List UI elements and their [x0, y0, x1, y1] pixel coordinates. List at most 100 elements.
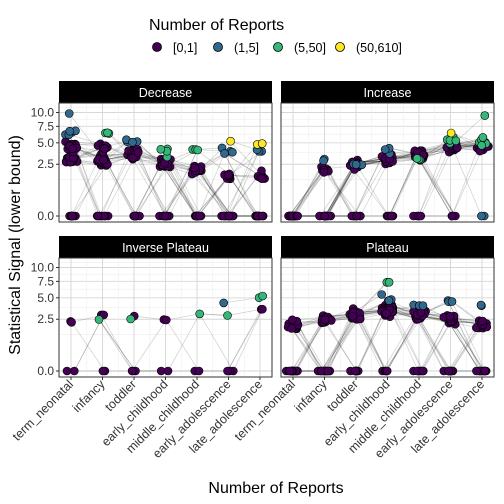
trajectory-line — [448, 327, 480, 372]
data-point — [100, 144, 109, 153]
trajectory-line — [73, 314, 105, 372]
trajectory-line — [356, 309, 385, 372]
data-point — [445, 311, 455, 321]
trajectory-line — [419, 152, 456, 217]
trajectory-line — [130, 156, 167, 217]
data-point — [446, 128, 456, 138]
panel-border — [280, 102, 495, 223]
trajectory-line — [297, 324, 327, 372]
trajectory-line — [230, 151, 260, 217]
legend-key — [273, 42, 283, 52]
data-point — [163, 366, 173, 376]
trajectory-line — [224, 153, 257, 217]
trajectory-line — [170, 159, 197, 217]
data-point — [451, 136, 461, 146]
data-point — [162, 315, 171, 325]
y-axis-title: Statistical Signal (lower bound) — [7, 135, 24, 355]
y-tick-label: 0.0 — [37, 209, 54, 223]
legend-label: (50,610] — [356, 41, 402, 55]
trajectory-line — [229, 178, 261, 217]
trajectory-line — [357, 282, 388, 314]
trajectory-line — [386, 313, 420, 372]
data-point — [348, 311, 358, 321]
trajectory-line — [323, 169, 361, 217]
trajectory-line — [320, 316, 356, 372]
trajectory-line — [131, 319, 167, 372]
data-point — [93, 211, 103, 221]
data-point — [64, 109, 74, 118]
data-point — [195, 309, 204, 319]
trajectory-line — [388, 152, 421, 217]
trajectory-line — [200, 166, 227, 217]
data-point — [127, 366, 137, 376]
trajectory-line — [292, 170, 325, 217]
data-points — [281, 277, 492, 376]
trajectory-line — [71, 322, 106, 372]
facet-strip — [59, 81, 272, 103]
trajectory-line — [98, 319, 136, 372]
data-point — [98, 366, 108, 376]
trajectory-line — [291, 328, 326, 372]
data-point — [220, 149, 229, 158]
trajectory-line — [167, 313, 201, 372]
trajectory-line — [159, 172, 196, 217]
trajectory-line — [198, 178, 228, 217]
trajectory-line — [196, 168, 230, 217]
trajectory-line — [418, 139, 448, 217]
data-point — [412, 154, 422, 163]
data-point — [319, 168, 329, 177]
trajectory-line — [296, 321, 322, 372]
trajectory-line — [448, 322, 481, 372]
trajectory-line — [194, 175, 230, 217]
data-point — [472, 366, 481, 376]
facet-title: Increase — [364, 86, 412, 100]
trajectory-line — [451, 301, 486, 372]
trajectory-line — [450, 320, 480, 372]
data-point — [70, 366, 79, 376]
trajectory-line — [349, 165, 389, 217]
data-point — [94, 315, 104, 324]
trajectory-line — [324, 164, 357, 217]
data-point — [478, 133, 488, 142]
data-point — [416, 211, 426, 221]
trajectory-line — [165, 319, 200, 372]
trajectory-line — [385, 314, 424, 372]
trajectory-line — [322, 319, 358, 372]
trajectory-line — [98, 319, 133, 372]
trajectory-line — [104, 159, 138, 217]
trajectory-line — [194, 175, 230, 217]
data-point — [190, 163, 200, 173]
data-point — [67, 211, 77, 221]
trajectory-line — [75, 144, 100, 217]
data-point — [418, 366, 428, 376]
trajectory-line — [199, 313, 234, 372]
trajectory-line — [232, 309, 263, 372]
trajectory-line — [295, 319, 326, 372]
data-point — [62, 366, 72, 376]
trajectory-line — [325, 316, 354, 372]
trajectory-line — [229, 175, 257, 217]
data-point — [195, 211, 204, 221]
y-tick-label: 10.0 — [31, 260, 55, 274]
trajectory-line — [326, 316, 355, 372]
trajectory-line — [230, 140, 262, 175]
trajectory-line — [192, 170, 228, 217]
grid — [281, 103, 494, 222]
trajectory-line — [162, 164, 196, 217]
trajectory-line — [166, 313, 200, 321]
data-point — [156, 145, 166, 154]
legend-title: Number of Reports — [149, 17, 284, 34]
trajectory-line — [228, 151, 262, 176]
data-point — [377, 290, 387, 299]
trajectory-line — [324, 164, 356, 217]
trajectory-line — [229, 175, 256, 217]
trajectory-line — [137, 151, 165, 217]
data-point — [452, 143, 462, 153]
trajectory-line — [416, 154, 453, 217]
trajectory-line — [295, 168, 324, 217]
data-point — [223, 366, 232, 376]
trajectory-line — [197, 153, 225, 217]
facet-panel: Inverse Plateau 0.0 2.5 5.0 7.510.0 term_neon… — [10, 236, 273, 461]
data-point — [293, 211, 303, 221]
